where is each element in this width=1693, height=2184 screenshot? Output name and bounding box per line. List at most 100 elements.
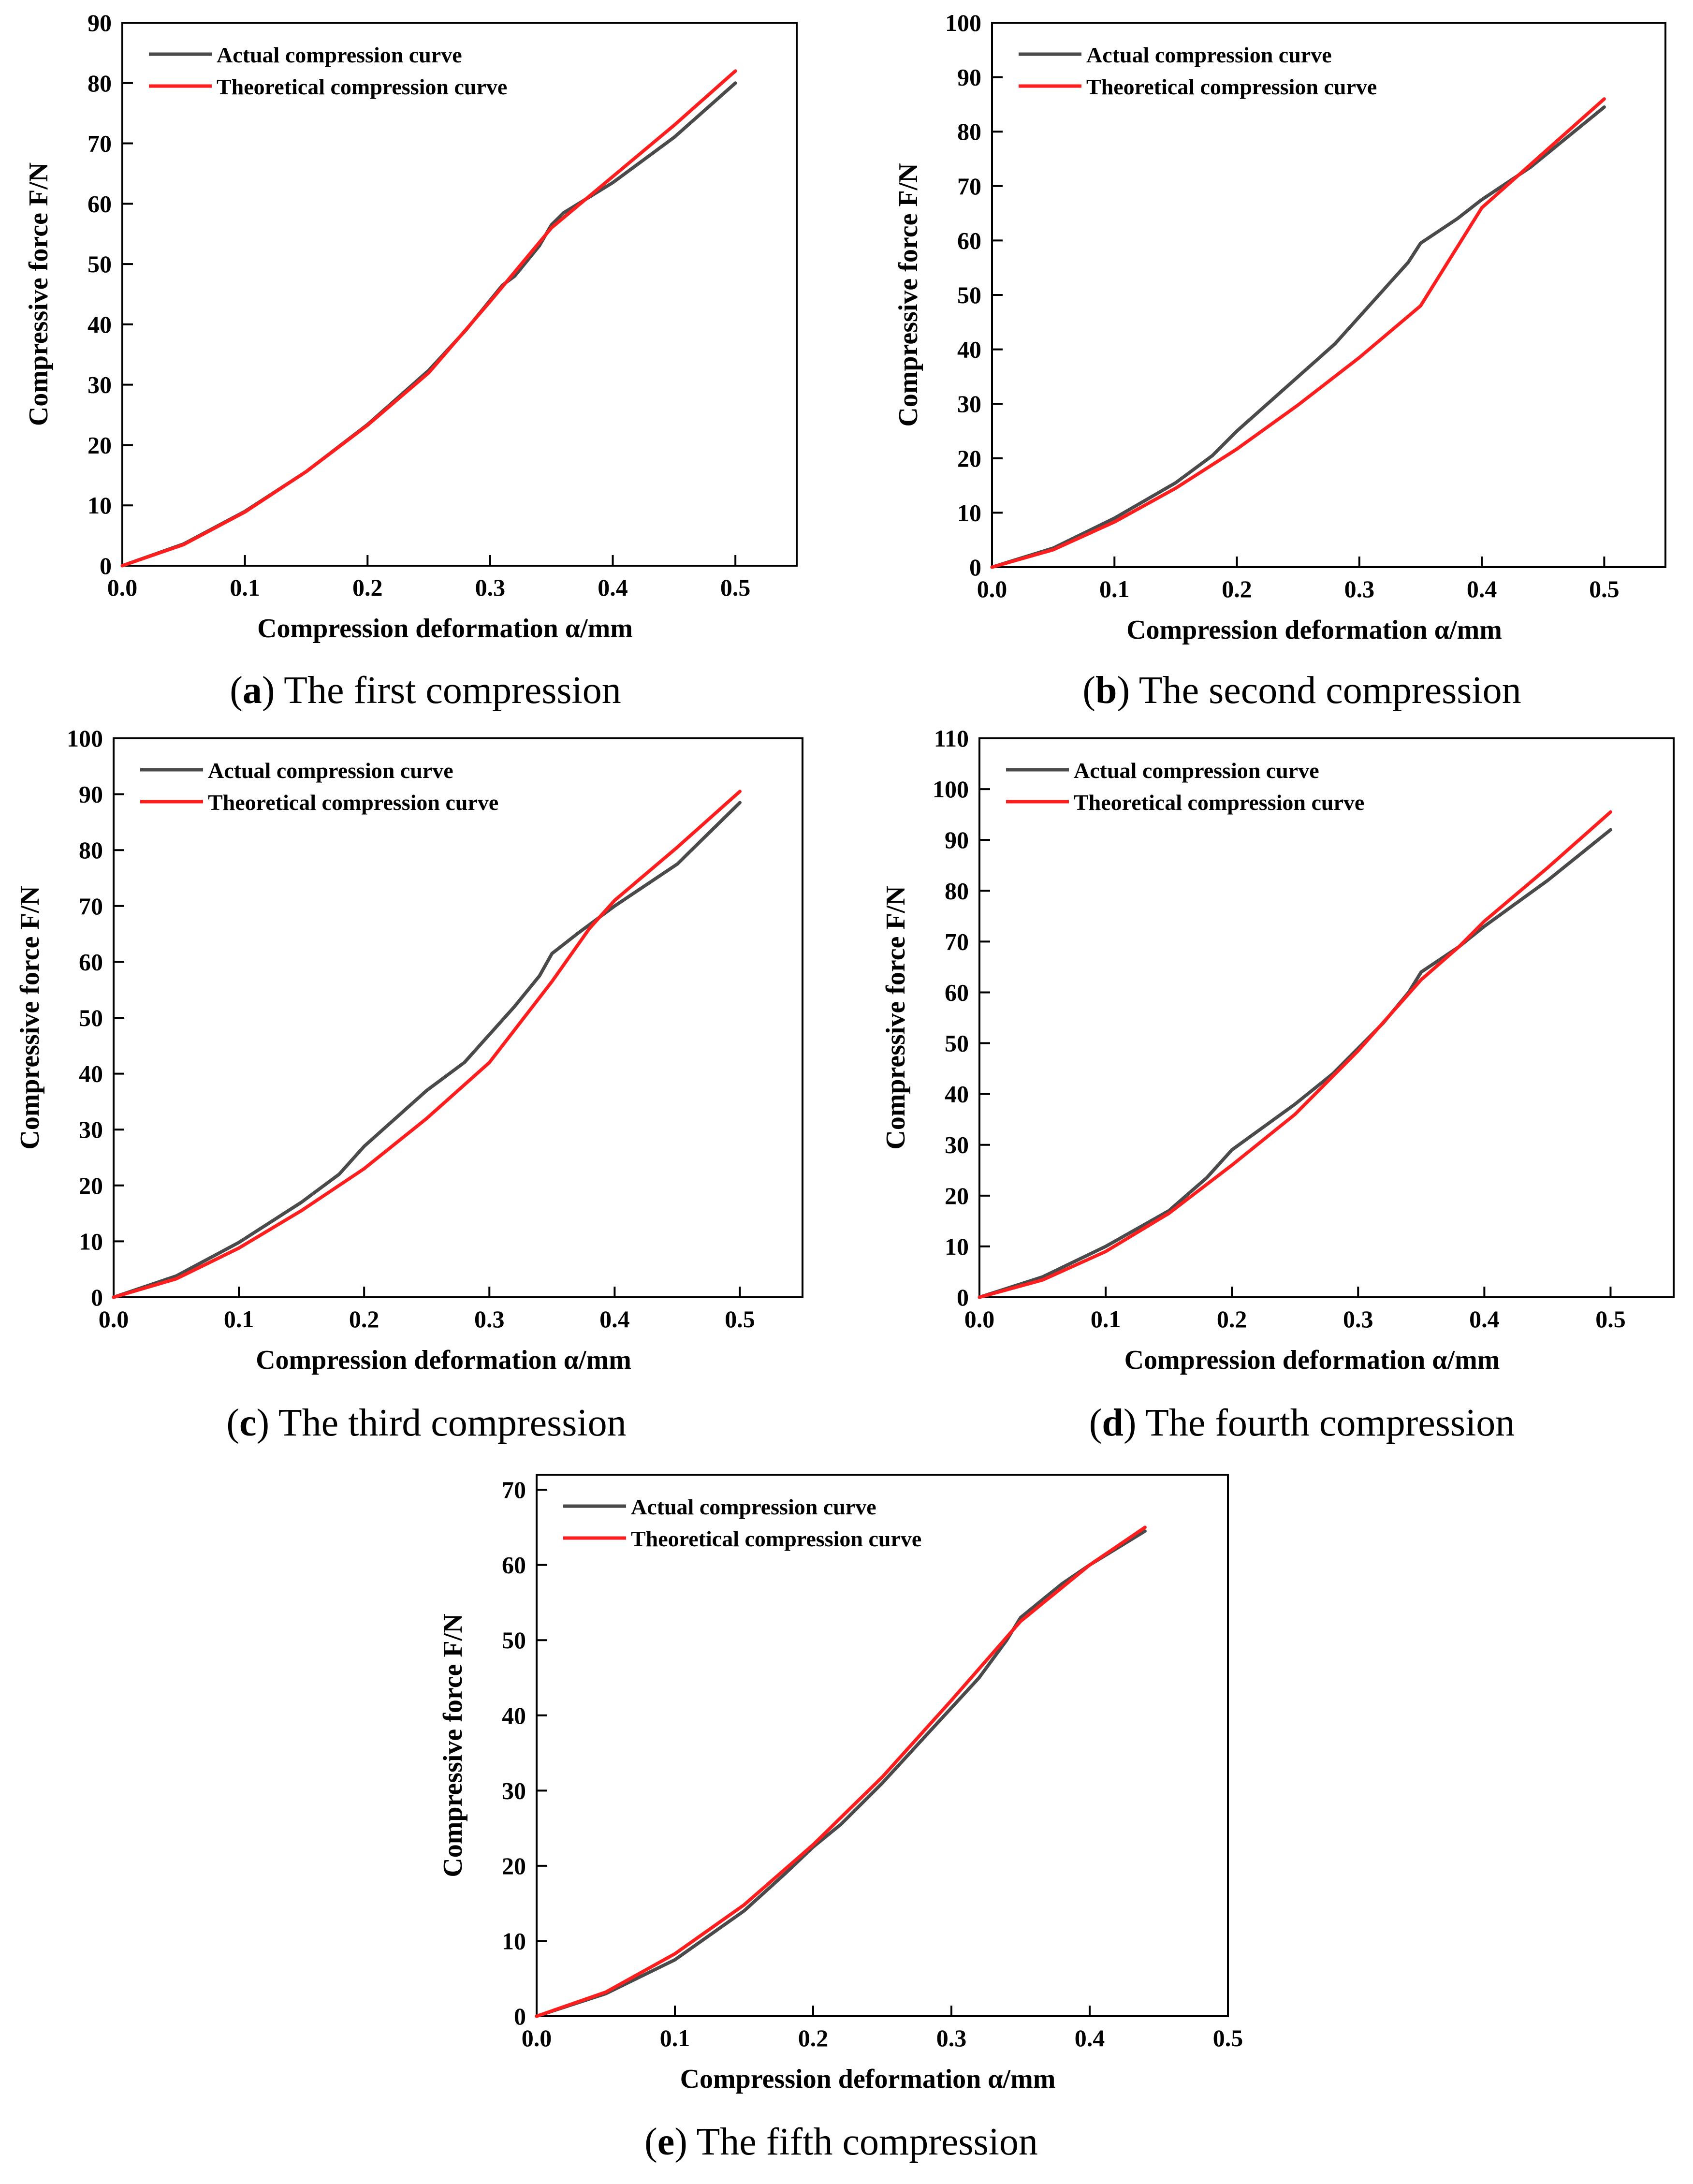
- series-line-actual: [990, 105, 1606, 569]
- y-tick-label: 20: [957, 445, 981, 472]
- legend-label: Actual compression curve: [208, 758, 453, 783]
- y-tick-label: 90: [945, 826, 969, 853]
- panel-caption: (b) The second compression: [1082, 669, 1521, 712]
- y-tick-label: 80: [79, 836, 103, 864]
- series-line-theoretical: [120, 69, 737, 568]
- plot-frame: [978, 737, 1675, 1298]
- y-tick-label: 0: [514, 2003, 526, 2030]
- panel-letter: d: [1102, 1402, 1124, 1444]
- legend-label: Actual compression curve: [1086, 43, 1332, 67]
- x-tick-label: 0.4: [598, 574, 628, 601]
- panel-caption-text: The fourth compression: [1145, 1402, 1515, 1444]
- y-tick-label: 60: [79, 948, 103, 975]
- panel-letter: c: [239, 1402, 257, 1444]
- y-tick-label: 0: [957, 1284, 969, 1311]
- x-tick-label: 0.3: [475, 574, 506, 601]
- x-tick-label: 0.5: [720, 574, 751, 601]
- panel-letter: a: [242, 669, 262, 712]
- series-line-theoretical: [978, 810, 1612, 1299]
- y-tick-label: 70: [88, 130, 112, 157]
- x-tick-label: 0.3: [1344, 575, 1375, 602]
- y-tick-label: 50: [502, 1627, 526, 1654]
- x-tick-label: 0.2: [1222, 575, 1252, 602]
- y-tick-label: 10: [79, 1228, 103, 1255]
- y-tick-label: 20: [945, 1182, 969, 1209]
- series-line-theoretical: [990, 97, 1606, 569]
- y-axis-label: Compressive force F/N: [24, 162, 54, 426]
- x-tick-label: 0.4: [1467, 575, 1497, 602]
- series-line-theoretical: [535, 1525, 1147, 2018]
- x-tick-label: 0.3: [1343, 1305, 1373, 1333]
- y-tick-label: 100: [933, 776, 969, 803]
- legend-label: Theoretical compression curve: [1074, 790, 1364, 815]
- y-axis-label: Compressive force F/N: [893, 163, 923, 426]
- y-tick-label: 110: [934, 725, 969, 752]
- x-axis-label: Compression deformation α/mm: [256, 1345, 631, 1375]
- y-tick-label: 70: [79, 893, 103, 920]
- y-axis-label: Compressive force F/N: [15, 886, 45, 1149]
- y-tick-label: 70: [957, 173, 981, 200]
- y-tick-label: 10: [957, 499, 981, 526]
- panel-caption: (c) The third compression: [226, 1402, 627, 1444]
- panel-letter: b: [1095, 669, 1117, 712]
- series-line-actual: [978, 828, 1612, 1299]
- x-tick-label: 0.1: [1099, 575, 1130, 602]
- y-axis-label: Compressive force F/N: [438, 1613, 468, 1877]
- y-tick-label: 60: [88, 190, 112, 217]
- y-tick-label: 90: [957, 64, 981, 91]
- y-tick-label: 40: [502, 1702, 526, 1729]
- legend-label: Theoretical compression curve: [217, 74, 507, 99]
- x-tick-label: 0.0: [964, 1305, 995, 1333]
- y-tick-label: 80: [88, 70, 112, 97]
- y-tick-label: 0: [969, 554, 981, 581]
- x-tick-label: 0.0: [522, 2024, 552, 2052]
- x-tick-label: 0.4: [1469, 1305, 1500, 1333]
- panel-caption-text: The fifth compression: [696, 2121, 1038, 2163]
- x-tick-label: 0.0: [107, 574, 138, 601]
- plot-frame: [536, 1474, 1229, 2017]
- y-tick-label: 30: [502, 1777, 526, 1804]
- y-tick-label: 80: [945, 877, 969, 904]
- y-tick-label: 30: [957, 390, 981, 417]
- y-tick-label: 40: [79, 1060, 103, 1087]
- x-tick-label: 0.1: [224, 1305, 254, 1333]
- y-tick-label: 70: [945, 928, 969, 955]
- y-tick-label: 100: [945, 9, 981, 36]
- x-axis-label: Compression deformation α/mm: [680, 2064, 1056, 2094]
- y-tick-label: 60: [945, 979, 969, 1006]
- legend-label: Actual compression curve: [1074, 758, 1319, 783]
- y-tick-label: 20: [79, 1172, 103, 1199]
- panel-caption-text: The first compression: [284, 669, 621, 712]
- series-line-actual: [535, 1529, 1147, 2018]
- x-axis-label: Compression deformation α/mm: [257, 614, 633, 644]
- x-axis-label: Compression deformation α/mm: [1124, 1345, 1500, 1375]
- x-tick-label: 0.0: [99, 1305, 129, 1333]
- series-line-theoretical: [112, 790, 742, 1299]
- panel-caption: (a) The first compression: [230, 669, 621, 712]
- y-tick-label: 40: [88, 311, 112, 338]
- y-tick-label: 50: [88, 250, 112, 278]
- legend-label: Theoretical compression curve: [1086, 74, 1377, 99]
- y-tick-label: 10: [88, 492, 112, 519]
- y-tick-label: 100: [67, 725, 103, 752]
- panel-caption: (d) The fourth compression: [1089, 1402, 1515, 1444]
- x-tick-label: 0.4: [1075, 2024, 1105, 2052]
- y-tick-label: 20: [88, 431, 112, 458]
- x-tick-label: 0.1: [230, 574, 260, 601]
- y-tick-label: 10: [945, 1233, 969, 1260]
- y-tick-label: 60: [502, 1552, 526, 1579]
- legend-label: Actual compression curve: [631, 1495, 876, 1519]
- legend-label: Theoretical compression curve: [208, 790, 498, 815]
- x-tick-label: 0.2: [798, 2024, 829, 2052]
- x-tick-label: 0.2: [1217, 1305, 1247, 1333]
- y-tick-label: 90: [88, 9, 112, 36]
- legend-label: Theoretical compression curve: [631, 1526, 921, 1551]
- x-tick-label: 0.5: [725, 1305, 755, 1333]
- y-tick-label: 50: [945, 1030, 969, 1057]
- x-tick-label: 0.0: [977, 575, 1007, 602]
